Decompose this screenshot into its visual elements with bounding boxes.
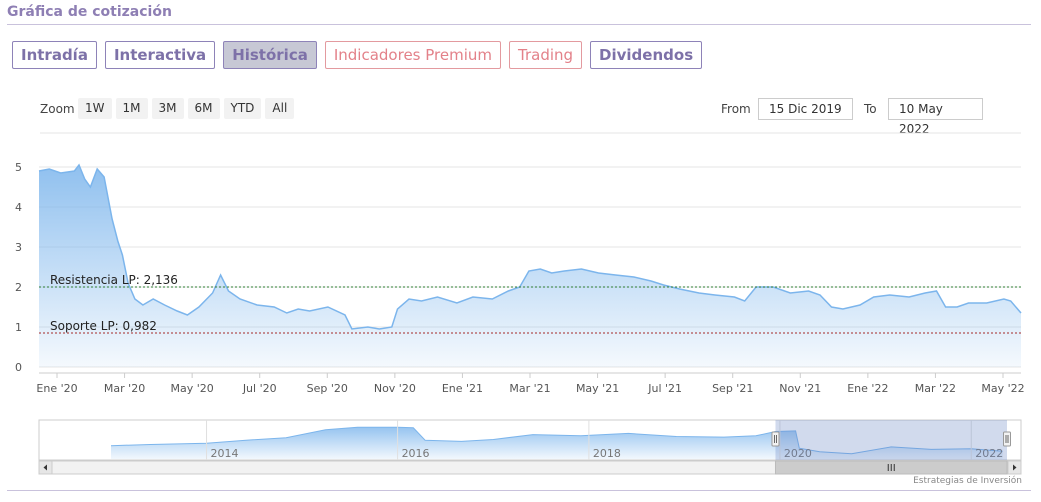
to-label: To <box>864 102 877 116</box>
navigator-year-label: 2020 <box>784 447 812 460</box>
title-divider <box>7 24 1031 25</box>
price-line <box>38 163 1022 330</box>
x-tick-label: Ene '20 <box>36 382 77 395</box>
zoom-button-1w[interactable]: 1W <box>78 98 112 119</box>
arrow-left-icon <box>43 464 47 471</box>
y-tick-label: 1 <box>15 321 22 334</box>
navigator-year-label: 2022 <box>975 447 1003 460</box>
zoom-buttons: 1W 1M 3M 6M YTD All <box>78 98 295 119</box>
chart-credit: Estrategias de Inversión <box>913 476 1022 486</box>
tab-hist-rica[interactable]: Histórica <box>223 41 317 69</box>
x-tick-label: May '20 <box>171 382 214 395</box>
chart-type-tabs: Intradía Interactiva Histórica Indicadores … <box>12 41 703 69</box>
x-tick-label: May '22 <box>981 382 1024 395</box>
navigator-year-label: 2014 <box>211 447 239 460</box>
x-tick-label: May '21 <box>576 382 619 395</box>
x-tick-label: Nov '20 <box>374 382 416 395</box>
zoom-label: Zoom <box>40 102 75 116</box>
x-tick-label: Sep '20 <box>307 382 348 395</box>
zoom-button-1m[interactable]: 1M <box>115 98 148 119</box>
tab-intrad-a[interactable]: Intradía <box>12 41 97 69</box>
navigator-year-label: 2018 <box>593 447 621 460</box>
y-tick-label: 2 <box>15 281 22 294</box>
x-tick-label: Jul '20 <box>242 382 277 395</box>
x-tick-label: Sep '21 <box>712 382 753 395</box>
tab-interactiva[interactable]: Interactiva <box>104 41 216 69</box>
x-tick-label: Jul '21 <box>647 382 682 395</box>
navigator-line <box>110 426 1003 455</box>
x-tick-label: Mar '20 <box>104 382 145 395</box>
navigator-selection <box>775 420 1007 460</box>
zoom-button-6m[interactable]: 6M <box>187 98 220 119</box>
y-tick-label: 0 <box>15 361 22 374</box>
x-tick-label: Ene '22 <box>847 382 888 395</box>
y-tick-label: 3 <box>15 241 22 254</box>
tab-trading[interactable]: Trading <box>509 41 583 69</box>
bottom-divider <box>7 490 1031 491</box>
tab-indicadores-premium[interactable]: Indicadores Premium <box>324 41 501 69</box>
x-tick-label: Ene '21 <box>442 382 483 395</box>
support-label: Soporte LP: 0,982 <box>50 319 157 333</box>
zoom-button-ytd[interactable]: YTD <box>223 98 262 119</box>
x-tick-label: Mar '21 <box>509 382 550 395</box>
from-label: From <box>721 102 751 116</box>
navigator-right-handle[interactable] <box>1003 431 1011 447</box>
resistance-label: Resistencia LP: 2,136 <box>50 273 178 287</box>
price-area <box>39 165 1021 367</box>
y-tick-label: 4 <box>15 201 22 214</box>
arrow-right-icon <box>1013 464 1017 471</box>
navigator-left-handle[interactable] <box>771 431 780 447</box>
tab-dividendos[interactable]: Dividendos <box>590 41 703 69</box>
navigator-year-label: 2016 <box>402 447 430 460</box>
chart-section-title: Gráfica de cotización <box>7 4 172 20</box>
x-tick-label: Nov '21 <box>779 382 821 395</box>
zoom-button-3m[interactable]: 3M <box>151 98 184 119</box>
to-date-input[interactable]: 10 May 2022 <box>888 98 983 136</box>
x-tick-label: Mar '22 <box>915 382 956 395</box>
from-date-input[interactable]: 15 Dic 2019 <box>758 98 853 120</box>
y-tick-label: 5 <box>15 161 22 174</box>
zoom-button-all[interactable]: All <box>265 98 295 119</box>
